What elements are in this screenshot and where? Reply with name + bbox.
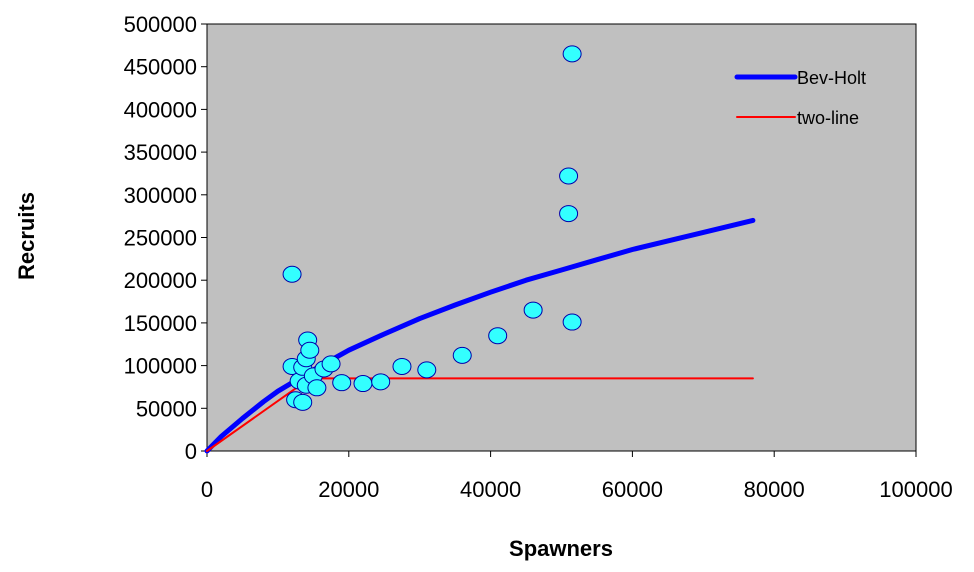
- series-line-bev-holt: [204, 217, 756, 454]
- y-tick-label: 400000: [124, 97, 197, 122]
- legend-label: two-line: [797, 108, 859, 128]
- x-tick-label: 60000: [602, 477, 663, 502]
- data-point: [562, 45, 582, 63]
- y-tick-label: 300000: [124, 183, 197, 208]
- data-point: [293, 393, 313, 411]
- data-point: [371, 373, 391, 391]
- x-tick-label: 40000: [460, 477, 521, 502]
- legend: Bev-Holt two-line: [734, 68, 866, 128]
- data-point: [559, 205, 579, 223]
- plot-area: [206, 23, 917, 452]
- data-points: [282, 45, 582, 411]
- y-axis-ticks: 0 50000 100000 150000 200000 250000 300000 3500…: [124, 12, 207, 464]
- data-point: [353, 375, 373, 393]
- data-point: [488, 327, 508, 345]
- data-point: [523, 301, 543, 319]
- y-tick-label: 450000: [124, 55, 197, 80]
- y-tick-label: 350000: [124, 140, 197, 165]
- y-tick-label: 500000: [124, 12, 197, 37]
- y-axis-title: Recruits: [14, 192, 39, 280]
- data-point: [417, 361, 437, 379]
- data-point: [332, 374, 352, 392]
- y-tick-label: 200000: [124, 268, 197, 293]
- data-point: [300, 341, 320, 359]
- y-tick-label: 50000: [136, 396, 197, 421]
- data-point: [559, 167, 579, 185]
- data-point: [321, 355, 341, 373]
- x-tick-label: 0: [201, 477, 213, 502]
- x-axis-title: Spawners: [509, 536, 613, 561]
- legend-label: Bev-Holt: [797, 68, 866, 88]
- x-axis-ticks: 0 20000 40000 60000 80000 100000: [201, 451, 953, 502]
- data-point: [307, 379, 327, 397]
- y-tick-label: 100000: [124, 354, 197, 379]
- data-point: [282, 265, 302, 283]
- data-point: [392, 357, 412, 375]
- data-point: [562, 313, 582, 331]
- y-tick-label: 0: [185, 439, 197, 464]
- data-point: [452, 346, 472, 364]
- x-tick-label: 80000: [744, 477, 805, 502]
- x-tick-label: 20000: [318, 477, 379, 502]
- x-tick-label: 100000: [879, 477, 952, 502]
- y-tick-label: 250000: [124, 226, 197, 251]
- y-tick-label: 150000: [124, 311, 197, 336]
